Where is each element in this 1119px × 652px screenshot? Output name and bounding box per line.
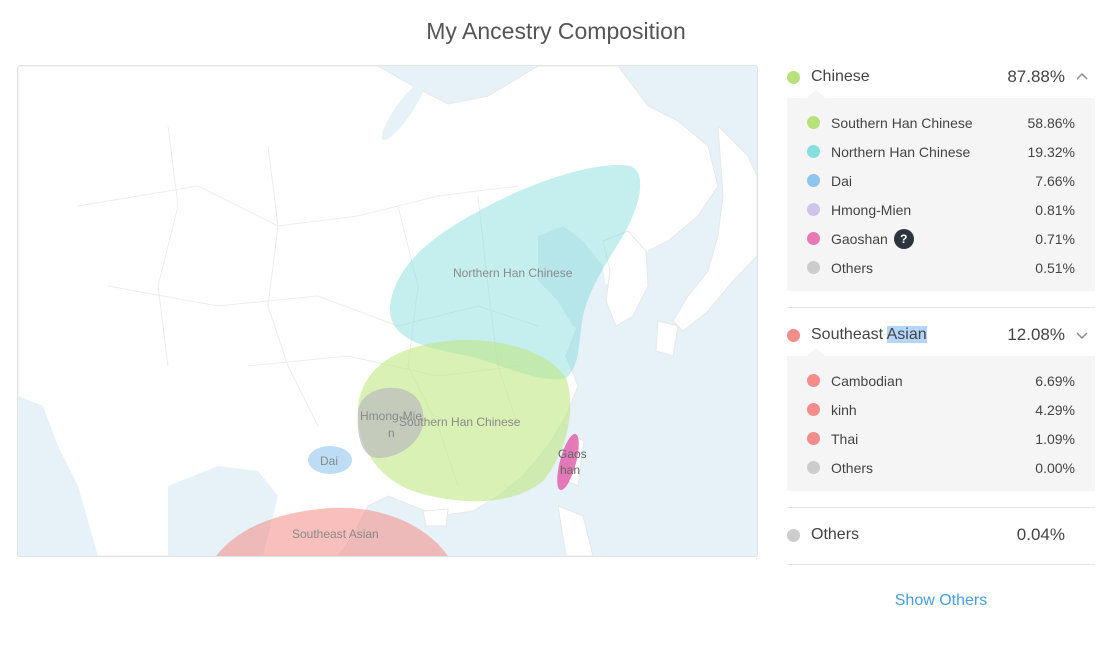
list-item[interactable]: kinh 4.29% xyxy=(787,395,1095,424)
region-dai xyxy=(308,446,352,474)
map-label-gaoshan-b: han xyxy=(560,463,581,477)
item-name: Southern Han Chinese xyxy=(831,114,973,131)
item-name: Others xyxy=(831,259,874,276)
color-dot xyxy=(807,374,820,387)
land-korea xyxy=(602,230,649,327)
group-percent: 12.08% xyxy=(1007,325,1065,344)
map-label-hmong-mien-b: n xyxy=(388,426,395,440)
chevron-up-icon[interactable] xyxy=(1075,70,1089,84)
group-name: Others xyxy=(811,526,860,543)
group-percent: 0.04% xyxy=(1016,525,1065,544)
item-percent: 0.71% xyxy=(1035,230,1075,247)
color-dot xyxy=(807,432,820,445)
color-dot xyxy=(787,328,800,342)
group-chinese-list: Southern Han Chinese 58.86% Northern Han… xyxy=(787,90,1095,291)
sea-yellow xyxy=(538,226,608,336)
group-name: Southeast Asian xyxy=(811,326,927,344)
ancestry-map[interactable]: Northern Han Chinese Southern Han Chines… xyxy=(17,65,758,557)
map-label-northern-han: Northern Han Chinese xyxy=(453,266,573,280)
color-dot xyxy=(807,403,820,416)
region-gaoshan xyxy=(557,433,579,491)
item-percent: 19.32% xyxy=(1027,143,1075,160)
color-dot xyxy=(807,203,820,216)
group-name-selected-text: Asian xyxy=(886,326,927,343)
item-name: kinh xyxy=(831,401,857,418)
list-item[interactable]: Northern Han Chinese 19.32% xyxy=(787,137,1095,166)
lake-baikal xyxy=(381,81,425,141)
color-dot xyxy=(807,461,820,474)
group-chinese-header[interactable]: Chinese 87.88% xyxy=(787,58,1095,96)
map-canvas xyxy=(18,66,757,556)
region-southern-han xyxy=(357,340,571,502)
land-japan xyxy=(672,124,757,332)
list-item[interactable]: Gaoshan ? 0.71% xyxy=(787,224,1095,253)
group-name-part: Southeast xyxy=(811,326,887,343)
region-southeast-asian xyxy=(216,507,448,556)
region-northern-han xyxy=(389,165,641,380)
ancestry-breakdown: Chinese 87.88% Southern Han Chinese 58.8… xyxy=(787,58,1095,565)
item-percent: 6.69% xyxy=(1035,372,1075,389)
item-name: Northern Han Chinese xyxy=(831,143,971,160)
color-dot xyxy=(787,70,800,84)
item-percent: 58.86% xyxy=(1027,114,1075,131)
divider xyxy=(787,307,1095,308)
color-dot xyxy=(807,116,820,129)
item-percent: 4.29% xyxy=(1035,401,1075,418)
map-label-southern-han: Southern Han Chinese xyxy=(399,415,521,429)
item-name: Dai xyxy=(831,172,853,189)
help-icon[interactable]: ? xyxy=(893,228,914,249)
list-item[interactable]: Southern Han Chinese 58.86% xyxy=(787,108,1095,137)
group-others-header[interactable]: Others 0.04% xyxy=(787,516,1095,554)
region-hmong-mien xyxy=(357,387,424,458)
group-percent: 87.88% xyxy=(1007,67,1065,86)
divider xyxy=(787,564,1095,565)
map-label-dai: Dai xyxy=(320,454,339,468)
divider xyxy=(787,507,1095,508)
chevron-down-icon[interactable] xyxy=(1075,328,1089,342)
list-item[interactable]: Others 0.00% xyxy=(787,453,1095,482)
item-name: Cambodian xyxy=(831,372,903,389)
item-percent: 0.00% xyxy=(1035,459,1075,476)
land-kyushu xyxy=(655,320,679,357)
land-hainan xyxy=(422,508,449,527)
color-dot xyxy=(807,145,820,158)
map-label-gaoshan-a: Gaos xyxy=(558,447,587,461)
land-philippines xyxy=(557,505,594,556)
item-name: Gaoshan xyxy=(831,230,888,247)
item-percent: 1.09% xyxy=(1035,430,1075,447)
item-name: Hmong-Mien xyxy=(831,201,912,218)
list-item[interactable]: Thai 1.09% xyxy=(787,424,1095,453)
item-name: Others xyxy=(831,459,874,476)
item-name: Thai xyxy=(831,430,859,447)
color-dot xyxy=(807,174,820,187)
list-item[interactable]: Cambodian 6.69% xyxy=(787,366,1095,395)
map-label-hmong-mien-a: Hmong-Mie xyxy=(360,409,423,423)
sea-west xyxy=(18,396,98,556)
item-percent: 7.66% xyxy=(1035,172,1075,189)
group-southeast-asian-header[interactable]: Southeast Asian 12.08% xyxy=(787,316,1095,354)
group-southeast-asian-list: Cambodian 6.69% kinh 4.29% Thai 1.09% Ot… xyxy=(787,348,1095,491)
list-item[interactable]: Others 0.51% xyxy=(787,253,1095,282)
group-name: Chinese xyxy=(811,68,870,85)
list-item[interactable]: Hmong-Mien 0.81% xyxy=(787,195,1095,224)
map-label-southeast-asian: Southeast Asian xyxy=(292,527,379,541)
color-dot xyxy=(807,261,820,274)
color-dot xyxy=(807,232,820,245)
color-dot xyxy=(787,528,800,542)
show-others-link[interactable]: Show Others xyxy=(894,592,988,609)
list-item[interactable]: Dai 7.66% xyxy=(787,166,1095,195)
item-percent: 0.81% xyxy=(1035,201,1075,218)
page-title: My Ancestry Composition xyxy=(426,18,686,44)
item-percent: 0.51% xyxy=(1035,259,1075,276)
